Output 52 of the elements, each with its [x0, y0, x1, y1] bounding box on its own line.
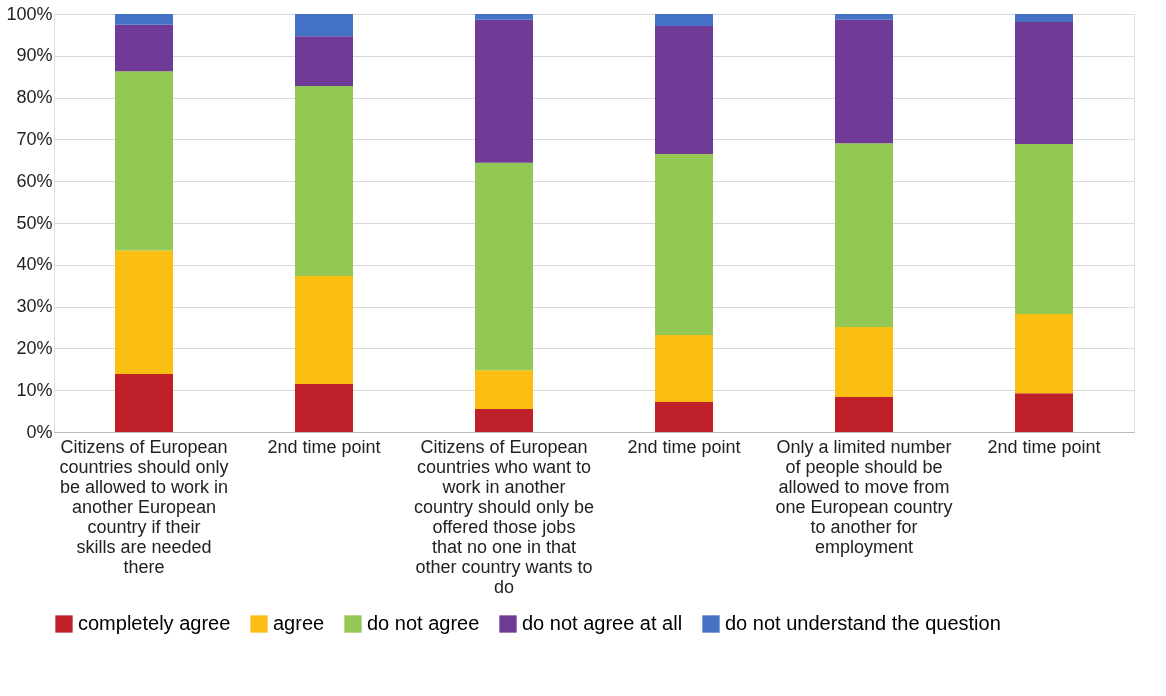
y-tick-label: 60%	[16, 170, 53, 191]
bar	[475, 162, 533, 371]
legend-label: do not agree	[367, 612, 480, 634]
bar	[655, 335, 713, 402]
bar	[1015, 21, 1073, 144]
bar	[475, 370, 533, 410]
bar	[295, 85, 353, 277]
bar	[295, 383, 353, 432]
y-tick-label: 40%	[16, 254, 53, 275]
bar	[475, 409, 533, 432]
x-tick-label: 2nd time point	[627, 436, 741, 457]
legend-label: completely agree	[78, 612, 231, 634]
y-tick-label: 100%	[6, 3, 53, 24]
y-tick-label: 50%	[16, 212, 53, 233]
bar	[115, 71, 173, 251]
x-tick-label: Citizens of European countries who want to work in another country should only be offered those jobs that no one in that other country wants to do	[413, 436, 595, 597]
x-tick-label: 2nd time point	[987, 436, 1101, 457]
y-tick-label: 20%	[16, 337, 53, 358]
legend-label: do not understand the question	[725, 612, 1001, 634]
bar	[655, 26, 713, 155]
y-tick-label: 10%	[16, 379, 53, 400]
bar	[295, 276, 353, 384]
bar	[835, 19, 893, 144]
bar	[475, 19, 533, 163]
bar	[115, 373, 173, 432]
bar	[835, 143, 893, 328]
x-tick-label: Only a limited number of people should be allowed to move from one European country to another for employment	[775, 436, 953, 557]
y-tick-label: 0%	[26, 421, 53, 442]
x-tick-label: 2nd time point	[267, 436, 381, 457]
y-tick-label: 70%	[16, 128, 53, 149]
y-tick-label: 30%	[16, 296, 53, 317]
legend-label: do not agree at all	[522, 612, 683, 634]
bar	[115, 24, 173, 72]
bar	[1015, 393, 1073, 432]
bar	[655, 154, 713, 336]
bar	[655, 401, 713, 432]
bar	[295, 36, 353, 86]
y-tick-label: 80%	[16, 87, 53, 108]
bar	[115, 250, 173, 374]
legend-label: agree	[273, 612, 325, 634]
bar	[835, 327, 893, 397]
bar	[835, 14, 893, 20]
bar	[475, 14, 533, 20]
bar	[655, 14, 713, 27]
x-tick-label: Citizens of European countries should only be allowed to work in another European country if their skills are needed there	[59, 436, 229, 577]
bar	[1015, 314, 1073, 394]
bar	[835, 396, 893, 432]
bar	[115, 14, 173, 25]
bar	[1015, 144, 1073, 315]
y-tick-label: 90%	[16, 45, 53, 66]
bar	[295, 14, 353, 37]
bar	[1015, 14, 1073, 22]
